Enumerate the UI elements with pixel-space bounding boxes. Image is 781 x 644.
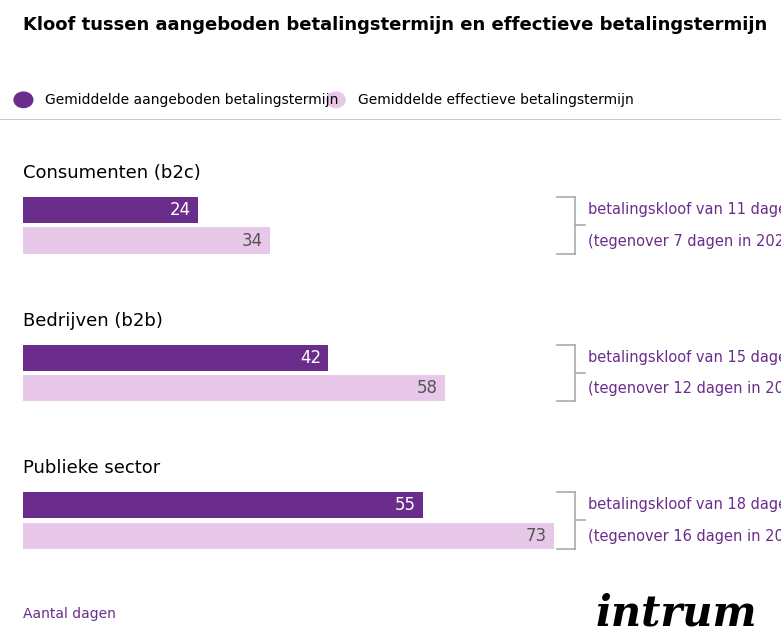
Text: 73: 73 xyxy=(526,527,547,545)
Bar xyxy=(23,197,198,223)
Text: Aantal dagen: Aantal dagen xyxy=(23,607,116,621)
Text: Gemiddelde effectieve betalingstermijn: Gemiddelde effectieve betalingstermijn xyxy=(358,93,633,107)
Text: (tegenover 7 dagen in 2022): (tegenover 7 dagen in 2022) xyxy=(588,234,781,249)
Bar xyxy=(23,522,554,549)
Text: betalingskloof van 18 dagen: betalingskloof van 18 dagen xyxy=(588,497,781,512)
Text: Consumenten (b2c): Consumenten (b2c) xyxy=(23,164,201,182)
Text: (tegenover 16 dagen in 2022): (tegenover 16 dagen in 2022) xyxy=(588,529,781,544)
Text: Bedrijven (b2b): Bedrijven (b2b) xyxy=(23,312,163,330)
Text: (tegenover 12 dagen in 2022): (tegenover 12 dagen in 2022) xyxy=(588,381,781,396)
Text: 42: 42 xyxy=(300,349,321,367)
Text: 24: 24 xyxy=(169,201,191,219)
Bar xyxy=(23,375,444,401)
Bar xyxy=(23,227,270,254)
Text: Kloof tussen aangeboden betalingstermijn en effectieve betalingstermijn: Kloof tussen aangeboden betalingstermijn… xyxy=(23,16,768,34)
Text: Gemiddelde aangeboden betalingstermijn: Gemiddelde aangeboden betalingstermijn xyxy=(45,93,339,107)
Text: Publieke sector: Publieke sector xyxy=(23,459,161,477)
Bar xyxy=(23,345,329,371)
Text: 55: 55 xyxy=(394,497,415,515)
Text: betalingskloof van 11 dagen: betalingskloof van 11 dagen xyxy=(588,202,781,217)
Text: 58: 58 xyxy=(416,379,437,397)
Text: 34: 34 xyxy=(242,232,263,250)
Text: intrum: intrum xyxy=(596,592,758,634)
Bar xyxy=(23,492,423,518)
Text: betalingskloof van 15 dagen: betalingskloof van 15 dagen xyxy=(588,350,781,365)
